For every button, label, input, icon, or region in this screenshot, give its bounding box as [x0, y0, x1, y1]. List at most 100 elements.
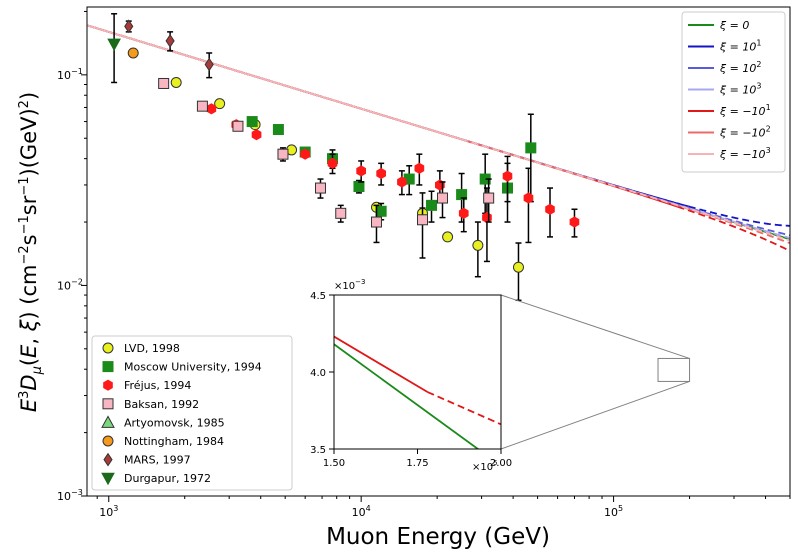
baksan-1992-point: [417, 214, 429, 226]
data-legend-label: LVD, 1998: [124, 342, 180, 355]
curve-legend-label: ξ = 102: [719, 60, 761, 75]
lvd-1998-point: [170, 76, 182, 88]
data-legend-label: Baksan, 1992: [124, 398, 199, 411]
curve-4-dashed: [677, 205, 790, 252]
curve-legend-label: ξ = −103: [719, 146, 771, 161]
data-legend-label: MARS, 1997: [124, 454, 191, 467]
data-legend-label: Fréjus, 1994: [124, 379, 191, 392]
lvd-1998-point: [214, 98, 226, 110]
moscow-university-1994-point: [456, 189, 468, 201]
fr-jus-1994-point: [206, 103, 217, 115]
baksan-1992-point: [314, 182, 326, 194]
fr-jus-1994-point: [397, 176, 407, 188]
inset-curves: [334, 335, 501, 449]
nottingham-1984-point: [127, 47, 139, 59]
inset-curve-0: [334, 343, 480, 449]
y-axis-label: E3Dμ(E, ξ) (cm−2s−1sr−1)(GeV)2): [17, 92, 45, 412]
baksan-1992-point: [196, 100, 208, 112]
data-legend-marker: [102, 398, 114, 410]
inset-connector-top: [500, 294, 690, 359]
fr-jus-1994-point: [545, 203, 555, 215]
x-tick-label: 105: [604, 504, 623, 519]
moscow-university-1994-point: [246, 116, 258, 128]
moscow-university-1994-point: [353, 180, 365, 192]
data-legend-marker: [103, 379, 113, 391]
data-legend-box: [91, 335, 293, 491]
data-legend-marker: [101, 472, 115, 486]
fr-jus-1994-point: [376, 167, 386, 180]
y-tick-label: 10−3: [57, 488, 83, 503]
mars-1997-point: [124, 19, 134, 34]
baksan-1992-point: [370, 216, 382, 228]
fr-jus-1994-point: [458, 207, 469, 219]
x-tick-label: 104: [352, 504, 371, 519]
fr-jus-1994-point: [502, 170, 513, 182]
inset-background: [334, 295, 501, 449]
data-legend-label: Artyomovsk, 1985: [124, 416, 225, 429]
baksan-1992-point: [483, 192, 495, 204]
data-legend-marker: [102, 342, 114, 354]
data-legend-label: Durgapur, 1972: [124, 472, 211, 485]
curve-6-dashed: [460, 138, 790, 242]
curve-legend-label: ξ = 101: [719, 39, 761, 54]
fr-jus-1994-point: [414, 162, 425, 174]
curve-legend-label: ξ = 0: [719, 19, 749, 32]
inset-x-tick-label: 2.00: [490, 458, 512, 469]
fr-jus-1994-point: [482, 212, 492, 224]
moscow-university-1994-point: [272, 124, 284, 136]
y-tick-label: 10−2: [57, 277, 83, 292]
inset-curve-2: [427, 391, 501, 426]
mars-1997-point: [165, 33, 175, 48]
baksan-1992-point: [436, 192, 448, 204]
inset-curve-1: [334, 335, 428, 393]
baksan-1992-point: [158, 77, 170, 89]
data-legend-marker: [101, 415, 115, 428]
inset-x-tick-label: 1.75: [406, 458, 428, 469]
curve-legend-label: ξ = −102: [719, 125, 771, 140]
moscow-university-1994-point: [525, 142, 537, 154]
data-legend-label: Nottingham, 1984: [124, 435, 224, 448]
fr-jus-1994-point: [356, 165, 366, 177]
inset-y-tick-label: 4.0: [310, 368, 326, 379]
fr-jus-1994-point: [569, 216, 580, 228]
fr-jus-1994-point: [523, 192, 534, 204]
moscow-university-1994-point: [426, 199, 438, 211]
x-tick-label: 103: [99, 504, 118, 519]
data-legend-marker: [102, 435, 114, 447]
data-legend-marker: [103, 452, 113, 467]
inset-ticks: 1.50 1.75 2.00 3.5 4.0 4.5: [310, 291, 512, 469]
fr-jus-1994-point: [251, 129, 262, 141]
inset-y-tick-label: 4.5: [310, 291, 326, 302]
fr-jus-1994-point: [327, 157, 338, 169]
data-legend-label: Moscow University, 1994: [124, 361, 262, 374]
mars-1997-point: [204, 57, 214, 72]
plot-frame: [86, 6, 791, 497]
lvd-1998-point: [442, 231, 454, 243]
inset-y-offset-label: ×10−3: [334, 278, 365, 292]
fr-jus-1994-point: [300, 148, 310, 160]
curve-legend: ξ = 0 ξ = 101 ξ = 102 ξ = 103 ξ = −101 ξ = −1…: [681, 11, 786, 173]
data-legend: LVD, 1998 Moscow University, 1994 Fréjus, …: [91, 335, 293, 491]
zoom-region-box: [657, 357, 691, 382]
lvd-1998-point: [512, 261, 524, 273]
baksan-1992-point: [277, 148, 289, 160]
lvd-1998-point: [472, 239, 484, 251]
inset-x-tick-label: 1.50: [323, 458, 345, 469]
axis-ticks: 103 104 105 10−3 10−2 10−1: [57, 10, 791, 519]
data-points: [107, 13, 580, 302]
curve-1-dashed: [688, 205, 790, 227]
inset-connector-bottom: [500, 380, 690, 450]
baksan-1992-point: [232, 120, 244, 132]
curve-legend-label: ξ = 103: [719, 82, 761, 97]
inset-x-offset-label: ×105: [472, 459, 498, 473]
data-legend-marker: [102, 361, 114, 373]
y-tick-label: 10−1: [57, 67, 83, 82]
inset-zoom: 1.50 1.75 2.00 3.5 4.0 4.5 ×10−3 ×105: [310, 278, 691, 473]
inset-y-tick-label: 3.5: [310, 445, 326, 456]
baksan-1992-point: [335, 207, 347, 219]
x-axis-label: Muon Energy (GeV): [326, 524, 550, 550]
curve-legend-label: ξ = −101: [719, 103, 771, 118]
curve-6-solid: [87, 24, 462, 140]
moscow-university-1994-point: [375, 205, 387, 217]
